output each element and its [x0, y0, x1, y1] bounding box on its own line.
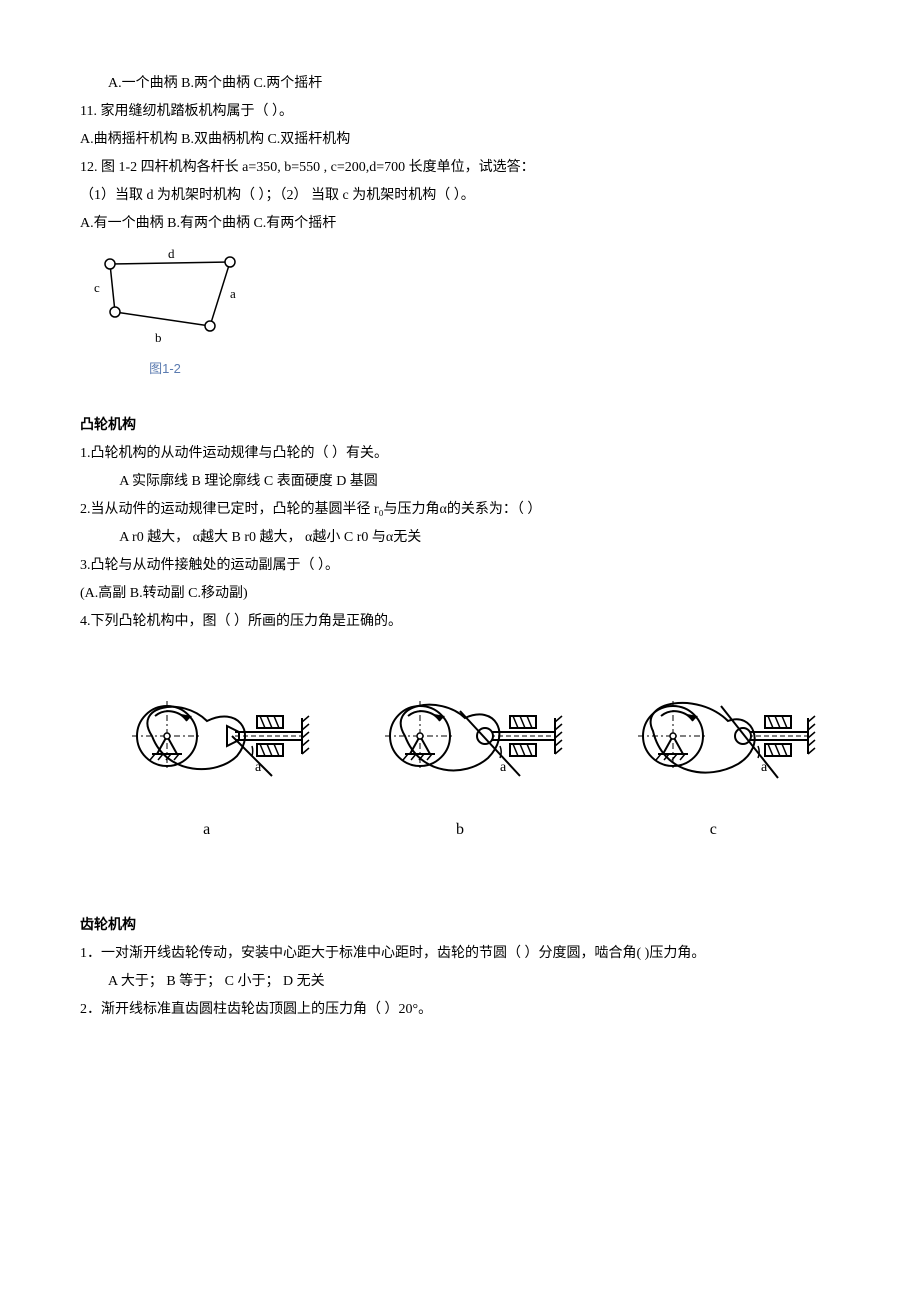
svg-text:a: a [500, 760, 507, 775]
cam-q3-options: (A.高副 B.转动副 C.移动副) [80, 580, 840, 608]
svg-text:c: c [94, 280, 100, 295]
svg-text:a: a [255, 760, 262, 775]
cam-svg-b: a [350, 676, 570, 796]
cam-label-c: c [710, 814, 717, 846]
q11-options: A.曲柄摇杆机构 B.双曲柄机构 C.双摇杆机构 [80, 126, 840, 154]
svg-text:d: d [168, 246, 175, 261]
cam-q4: 4.下列凸轮机构中，图（ ）所画的压力角是正确的。 [80, 608, 840, 636]
cam-figure-a: a a [97, 676, 317, 846]
q11-text: 11. 家用缝纫机踏板机构属于（ ）。 [80, 98, 840, 126]
cam-figures-row: a a [80, 676, 840, 846]
q12-sub: （1）当取 d 为机架时机构（ ）；（2） 当取 c 为机架时机构（ ）。 [80, 182, 840, 210]
cam-svg-a: a [97, 676, 317, 796]
cam-svg-c: a [603, 676, 823, 796]
gear-q2: 2．渐开线标准直齿圆柱齿轮齿顶圆上的压力角（ ）20°。 [80, 996, 840, 1024]
quadrilateral-svg: d a b c [80, 244, 250, 354]
gear-q1-options: A 大于； B 等于； C 小于； D 无关 [80, 968, 840, 996]
section-gear-title: 齿轮机构 [80, 912, 840, 940]
q12-options: A.有一个曲柄 B.有两个曲柄 C.有两个摇杆 [80, 210, 840, 238]
cam-label-a: a [203, 814, 210, 846]
cam-q1: 1.凸轮机构的从动件运动规律与凸轮的（ ）有关。 [80, 440, 840, 468]
figure-1-2: d a b c 图1-2 [80, 244, 840, 382]
svg-text:a: a [230, 286, 236, 301]
cam-q1-options: A 实际廓线 B 理论廓线 C 表面硬度 D 基圆 [80, 468, 840, 496]
q10-options: A.一个曲柄 B.两个曲柄 C.两个摇杆 [80, 70, 840, 98]
cam-figure-c: a c [603, 676, 823, 846]
cam-q2-options: A r0 越大， α越大 B r0 越大， α越小 C r0 与α无关 [80, 524, 840, 552]
q12-text: 12. 图 1-2 四杆机构各杆长 a=350, b=550 , c=200,d… [80, 154, 840, 182]
cam-label-b: b [456, 814, 464, 846]
cam-figure-b: a b [350, 676, 570, 846]
gear-q1: 1．一对渐开线齿轮传动，安装中心距大于标准中心距时，齿轮的节圆（ ）分度圆，啮合… [80, 940, 840, 968]
svg-text:b: b [155, 330, 162, 345]
svg-text:a: a [761, 760, 768, 775]
figure-1-2-caption: 图1-2 [80, 356, 250, 382]
cam-q3: 3.凸轮与从动件接触处的运动副属于（ ）。 [80, 552, 840, 580]
section-cam-title: 凸轮机构 [80, 412, 840, 440]
cam-q2: 2.当从动件的运动规律已定时，凸轮的基圆半径 r₀与压力角α的关系为：（ ） [80, 496, 840, 524]
